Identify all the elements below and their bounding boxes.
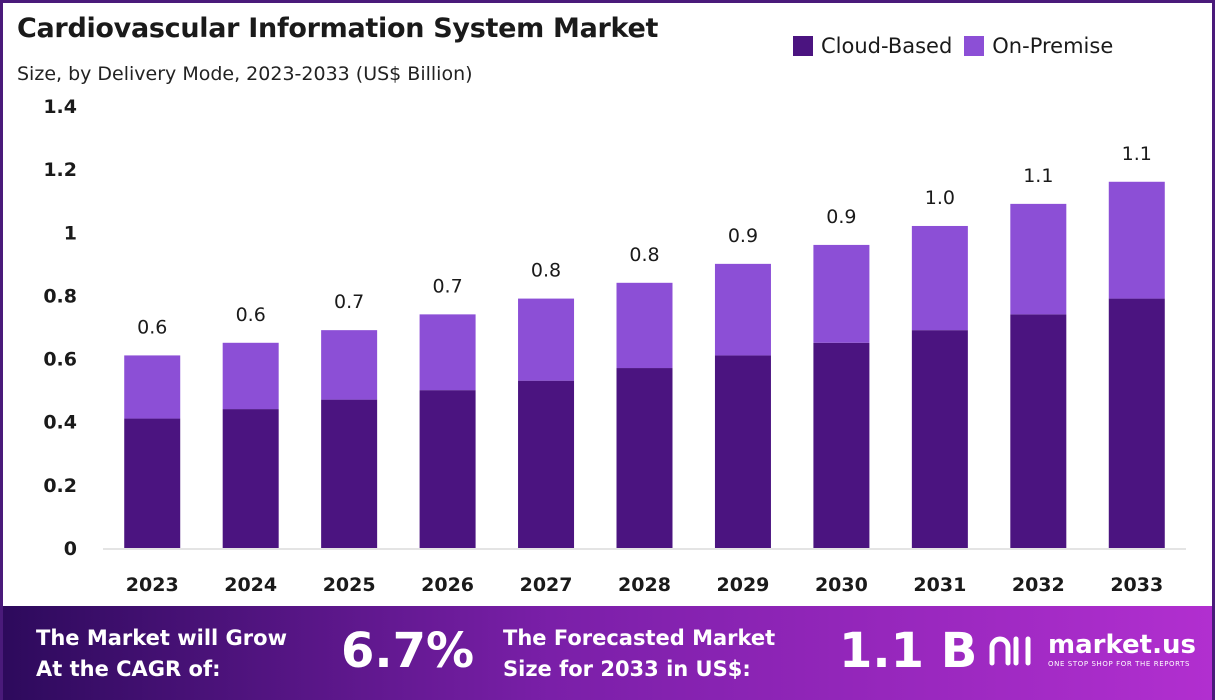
cagr-value: 6.7% [341, 623, 475, 679]
data-label-total-2032: 1.1 [1023, 165, 1053, 187]
legend-swatch-on-premise [964, 36, 985, 56]
brand: market.us ONE STOP SHOP FOR THE REPORTS [988, 632, 1196, 668]
x-tick-label-2033: 2033 [1110, 574, 1163, 596]
chart-plot: 0 0.2 0.4 0.6 0.8 1 1.2 1.4 0.6 2023 0.6 2024 0.7 202… [43, 96, 1186, 596]
bar-on-premise-2029 [714, 263, 771, 356]
bar-cloud-based-2030 [813, 342, 870, 548]
y-tick-label: 1.4 [43, 96, 77, 118]
cagr-label: The Market will Grow At the CAGR of: [36, 623, 287, 685]
bar-cloud-based-2026 [419, 390, 476, 548]
x-tick-label-2030: 2030 [815, 574, 868, 596]
data-label-total-2026: 0.7 [432, 275, 462, 297]
data-label-total-2029: 0.9 [728, 225, 758, 247]
bar-on-premise-2030 [813, 244, 870, 343]
bar-cloud-based-2032 [1010, 314, 1067, 548]
data-label-total-2030: 0.9 [826, 206, 856, 228]
bar-on-premise-2028 [616, 282, 673, 369]
y-tick-label: 0.8 [43, 285, 77, 307]
data-label-total-2028: 0.8 [629, 244, 659, 266]
bar-cloud-based-2024 [222, 409, 279, 548]
forecast-label-line2: Size for 2033 in US$: [503, 657, 751, 681]
y-tick-label: 0.4 [43, 412, 77, 434]
bar-on-premise-2031 [911, 225, 968, 331]
bar-on-premise-2027 [518, 298, 575, 381]
chart-title: Cardiovascular Information System Market [17, 13, 659, 44]
y-tick-label: 1.2 [43, 159, 77, 181]
legend: Cloud-Based On-Premise [793, 34, 1113, 58]
forecast-value: 1.1 B [839, 623, 978, 679]
x-tick-label-2029: 2029 [717, 574, 770, 596]
bar-on-premise-2025 [321, 330, 378, 400]
bar-on-premise-2023 [124, 355, 181, 419]
bar-cloud-based-2025 [321, 399, 378, 548]
bar-on-premise-2032 [1010, 203, 1067, 315]
y-tick-label: 0.6 [43, 349, 77, 371]
legend-label-cloud-based: Cloud-Based [821, 34, 953, 58]
data-label-total-2027: 0.8 [531, 260, 561, 282]
bar-cloud-based-2033 [1108, 298, 1165, 548]
y-tick-label: 0 [64, 538, 77, 560]
y-tick-label: 0.2 [43, 475, 77, 497]
bar-on-premise-2024 [222, 342, 279, 410]
brand-tagline: ONE STOP SHOP FOR THE REPORTS [1048, 660, 1191, 668]
legend-swatch-cloud-based [793, 36, 813, 56]
legend-item-on-premise: On-Premise [964, 34, 1113, 58]
market-us-logo-icon [989, 636, 1031, 666]
x-tick-label-2031: 2031 [913, 574, 966, 596]
data-label-total-2024: 0.6 [236, 304, 266, 326]
x-tick-label-2032: 2032 [1012, 574, 1065, 596]
cagr-label-line2: At the CAGR of: [36, 657, 221, 681]
forecast-label-line1: The Forecasted Market [503, 626, 776, 650]
cagr-label-line1: The Market will Grow [36, 626, 287, 650]
legend-label-on-premise: On-Premise [992, 34, 1114, 58]
brand-text: market.us ONE STOP SHOP FOR THE REPORTS [1048, 632, 1196, 668]
chart-subtitle: Size, by Delivery Mode, 2023-2033 (US$ B… [17, 63, 473, 85]
x-tick-label-2025: 2025 [323, 574, 376, 596]
bar-on-premise-2033 [1108, 181, 1165, 299]
bar-cloud-based-2023 [124, 418, 181, 548]
bar-cloud-based-2028 [616, 368, 673, 548]
data-label-total-2025: 0.7 [334, 291, 364, 313]
brand-name: market.us [1048, 630, 1196, 660]
forecast-label: The Forecasted Market Size for 2033 in U… [503, 623, 775, 685]
data-label-total-2031: 1.0 [925, 187, 955, 209]
data-label-total-2023: 0.6 [137, 316, 167, 338]
bar-cloud-based-2027 [518, 380, 575, 548]
bar-on-premise-2026 [419, 314, 476, 391]
x-tick-label-2027: 2027 [520, 574, 573, 596]
footer-banner: The Market will Grow At the CAGR of: 6.7… [3, 606, 1212, 700]
x-tick-label-2028: 2028 [618, 574, 671, 596]
x-tick-label-2026: 2026 [421, 574, 474, 596]
data-label-total-2033: 1.1 [1122, 143, 1152, 165]
y-tick-label: 1 [64, 222, 77, 244]
x-tick-label-2024: 2024 [224, 574, 277, 596]
bar-cloud-based-2029 [714, 355, 771, 548]
x-tick-label-2023: 2023 [126, 574, 179, 596]
legend-item-cloud-based: Cloud-Based [793, 34, 952, 58]
bar-cloud-based-2031 [911, 330, 968, 548]
